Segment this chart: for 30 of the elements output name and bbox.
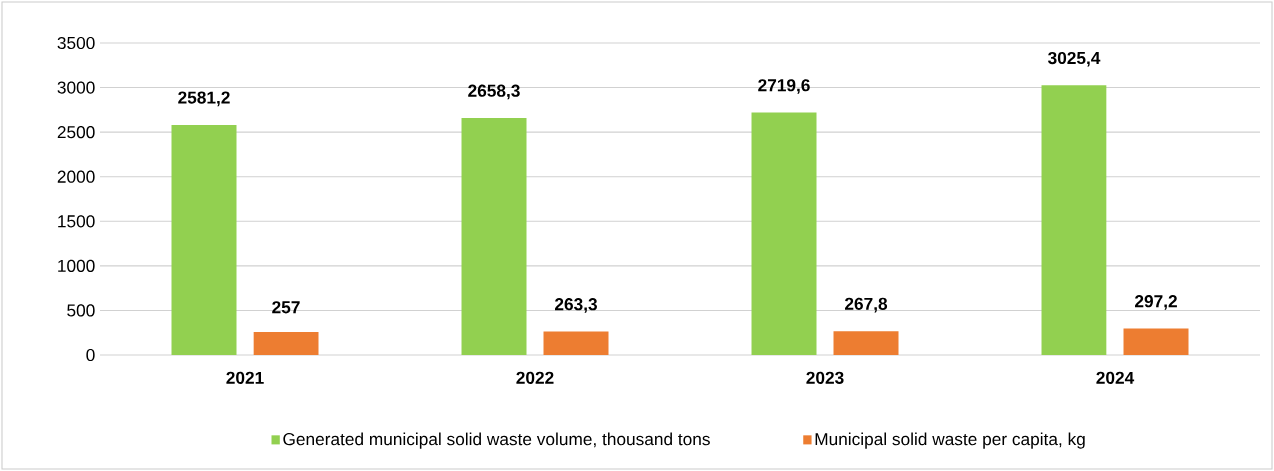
- bar: [751, 112, 817, 355]
- bar: [833, 331, 899, 355]
- y-tick-label: 3500: [57, 36, 95, 50]
- bar: [253, 332, 319, 355]
- y-tick-label: 0: [86, 348, 95, 362]
- bar: [1123, 328, 1189, 355]
- x-tick-label: 2021: [226, 371, 264, 384]
- data-label: 2658,3: [468, 84, 520, 100]
- y-tick-label: 500: [67, 304, 95, 317]
- bar: [1041, 85, 1107, 355]
- data-label: 267,8: [845, 297, 888, 313]
- data-label: 263,3: [555, 298, 597, 313]
- y-tick-label: 2500: [57, 126, 95, 139]
- bar: [171, 124, 237, 355]
- x-tick-label: 2022: [516, 371, 554, 384]
- bar: [543, 331, 609, 355]
- y-tick-label: 3000: [57, 81, 95, 94]
- y-tick-label: 1000: [58, 259, 95, 272]
- legend-label: Generated municipal solid waste volume, thousand tons: [283, 432, 710, 449]
- x-tick-label: 2023: [806, 371, 844, 384]
- data-label: 3025,4: [1048, 51, 1101, 67]
- y-tick-label: 1500: [58, 215, 95, 228]
- y-tick-label: 2000: [57, 170, 95, 183]
- bar: [461, 118, 527, 355]
- data-label: 297,2: [1135, 295, 1177, 310]
- data-label: 257: [272, 301, 300, 314]
- data-label: 2719,6: [758, 79, 810, 94]
- data-label: 2581,2: [178, 91, 230, 107]
- x-tick-label: 2024: [1096, 371, 1135, 384]
- legend-label: Municipal solid waste per capita, kg: [815, 432, 1085, 449]
